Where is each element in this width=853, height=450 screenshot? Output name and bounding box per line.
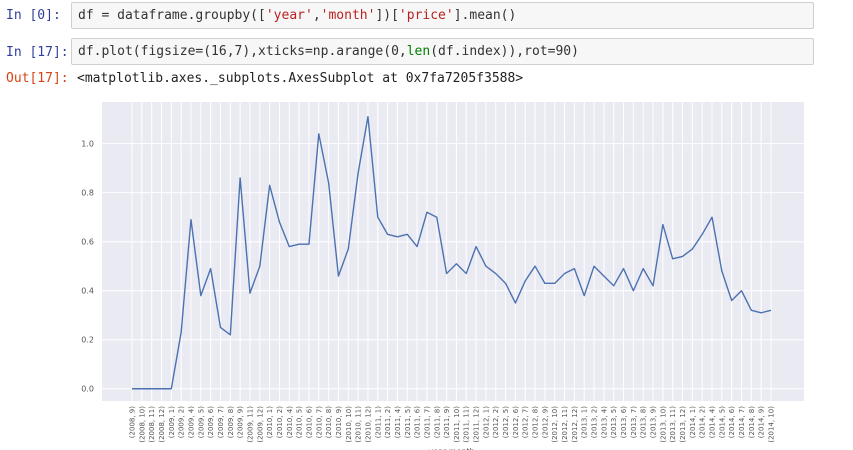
x-tick-label: (2013, 6): [620, 406, 628, 438]
x-tick-label: (2012, 6): [512, 406, 520, 438]
x-tick-label: (2010, 6): [305, 406, 313, 438]
y-tick-label: 0.6: [81, 238, 94, 247]
x-tick-label: (2009, 1): [168, 406, 176, 438]
line-chart: 0.00.20.40.60.81.0(2008, 9) (2008, 10) (20…: [81, 102, 804, 450]
x-tick-label: (2009, 2): [178, 406, 186, 438]
code-cell-2[interactable]: df.plot(figsize=(16,7),xticks=np.arange(…: [71, 38, 814, 65]
x-tick-label: (2011, 2): [384, 406, 392, 438]
x-tick-label: (2011, 6): [414, 406, 422, 438]
y-tick-label: 0.2: [81, 336, 94, 345]
code-cell-1[interactable]: df = dataframe.groupby(['year','month'])…: [71, 2, 814, 29]
plot-area: [102, 102, 804, 401]
x-tick-label: (2009, 12): [256, 406, 264, 443]
code-text: df = dataframe.groupby([: [78, 8, 266, 23]
x-tick-label: (2014, 5): [718, 406, 726, 438]
x-tick-label: (2012, 11): [561, 406, 569, 443]
x-tick-label: (2010, 2): [276, 406, 284, 438]
x-tick-label: (2009, 6): [207, 406, 215, 438]
x-tick-label: (2010, 10): [345, 406, 353, 443]
input-prompt-2: In [17]:: [6, 45, 69, 60]
x-tick-label: (2011, 7): [423, 406, 431, 438]
y-tick-label: 0.8: [81, 189, 94, 198]
x-tick-label: (2011, 12): [473, 406, 481, 443]
x-tick-label: (2011, 8): [433, 406, 441, 438]
code-string: 'month': [320, 8, 376, 23]
x-tick-label: (2013, 12): [679, 406, 687, 443]
x-tick-label: (2012, 9): [541, 406, 549, 438]
x-tick-label: (2009, 5): [197, 406, 205, 438]
x-tick-label: (2014, 8): [748, 406, 756, 438]
x-tick-label: (2010, 12): [364, 406, 372, 443]
x-axis-label: year,month: [428, 447, 474, 450]
x-tick-label: (2013, 8): [640, 406, 648, 438]
x-tick-label: (2012, 5): [502, 406, 510, 438]
x-tick-label: (2009, 8): [227, 406, 235, 438]
x-tick-label: (2008, 11): [148, 406, 156, 443]
x-tick-label: (2013, 5): [610, 406, 618, 438]
x-tick-label: (2010, 8): [325, 406, 333, 438]
code-builtin: len: [406, 44, 431, 59]
x-tick-label: (2008, 10): [138, 406, 146, 443]
code-text: (df.index)),rot=90): [430, 44, 579, 59]
x-tick-label: (2012, 7): [522, 406, 530, 438]
y-tick-label: 0.4: [81, 287, 94, 296]
x-tick-label: (2009, 4): [187, 406, 195, 438]
x-tick-label: (2011, 10): [453, 406, 461, 443]
x-tick-label: (2010, 4): [286, 406, 294, 438]
y-tick-label: 1.0: [81, 140, 94, 149]
code-text: ].mean(): [453, 8, 517, 23]
x-tick-label: (2010, 11): [355, 406, 363, 443]
series-line: [132, 116, 772, 390]
x-tick-label: (2013, 11): [669, 406, 677, 443]
x-tick-label: (2013, 10): [659, 406, 667, 443]
x-tick-label: (2011, 11): [463, 406, 471, 443]
code-string: 'year': [265, 8, 313, 23]
x-tick-label: (2014, 1): [689, 406, 697, 438]
x-tick-label: (2010, 1): [266, 406, 274, 438]
x-tick-label: (2012, 10): [551, 406, 559, 443]
x-tick-label: (2009, 7): [217, 406, 225, 438]
x-tick-label: (2014, 9): [758, 406, 766, 438]
output-repr: <matplotlib.axes._subplots.AxesSubplot a…: [77, 71, 524, 86]
x-tick-label: (2009, 11): [246, 406, 254, 443]
x-tick-label: (2014, 10): [768, 406, 776, 443]
x-tick-label: (2011, 1): [374, 406, 382, 438]
x-tick-label: (2014, 6): [728, 406, 736, 438]
x-tick-label: (2011, 9): [443, 406, 451, 438]
code-string: 'price': [398, 8, 454, 23]
x-tick-label: (2010, 5): [296, 406, 304, 438]
x-tick-label: (2008, 9): [129, 406, 137, 438]
x-tick-label: (2011, 5): [404, 406, 412, 438]
x-tick-label: (2008, 12): [158, 406, 166, 443]
x-tick-label: (2014, 4): [709, 406, 717, 438]
x-tick-label: (2009, 9): [237, 406, 245, 438]
x-tick-label: (2010, 9): [335, 406, 343, 438]
x-tick-label: (2012, 2): [492, 406, 500, 438]
x-tick-label: (2013, 7): [630, 406, 638, 438]
x-tick-label: (2013, 1): [581, 406, 589, 438]
x-tick-label: (2012, 8): [532, 406, 540, 438]
code-text: df.plot(figsize=(16,7),xticks=np.arange(…: [78, 44, 407, 59]
y-tick-label: 0.0: [81, 385, 94, 394]
x-tick-label: (2013, 2): [591, 406, 599, 438]
x-tick-label: (2011, 4): [394, 406, 402, 438]
x-tick-label: (2012, 1): [482, 406, 490, 438]
x-tick-label: (2013, 4): [600, 406, 608, 438]
code-text: ])[: [375, 8, 399, 23]
input-prompt-1: In [0]:: [6, 8, 61, 23]
x-tick-label: (2010, 7): [315, 406, 323, 438]
code-text: ,: [312, 8, 321, 23]
x-tick-label: (2014, 2): [699, 406, 707, 438]
output-prompt: Out[17]:: [6, 71, 69, 86]
x-tick-label: (2014, 7): [738, 406, 746, 438]
x-tick-label: (2012, 12): [571, 406, 579, 443]
x-tick-label: (2013, 9): [650, 406, 658, 438]
